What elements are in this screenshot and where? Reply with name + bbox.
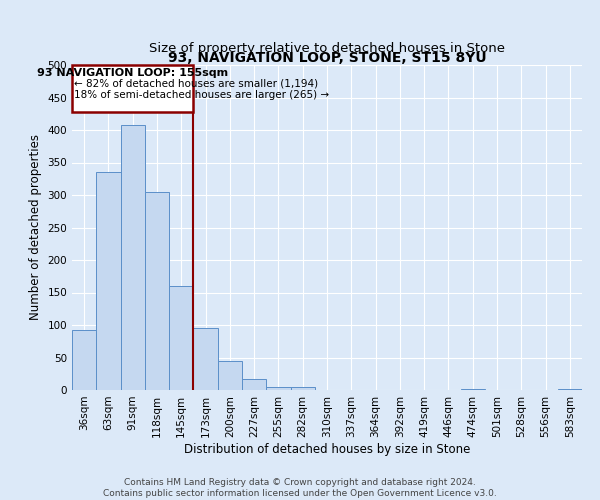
Y-axis label: Number of detached properties: Number of detached properties: [29, 134, 42, 320]
Text: 93 NAVIGATION LOOP: 155sqm: 93 NAVIGATION LOOP: 155sqm: [37, 68, 228, 78]
Bar: [558, 388, 582, 390]
Bar: [290, 388, 315, 390]
X-axis label: Distribution of detached houses by size in Stone: Distribution of detached houses by size …: [184, 442, 470, 456]
Text: 18% of semi-detached houses are larger (265) →: 18% of semi-detached houses are larger (…: [74, 90, 329, 100]
Text: Contains HM Land Registry data © Crown copyright and database right 2024.
Contai: Contains HM Land Registry data © Crown c…: [103, 478, 497, 498]
Bar: [96, 172, 121, 390]
Text: Size of property relative to detached houses in Stone: Size of property relative to detached ho…: [149, 42, 505, 55]
Bar: [121, 125, 145, 390]
Title: 93, NAVIGATION LOOP, STONE, ST15 8YU: 93, NAVIGATION LOOP, STONE, ST15 8YU: [167, 51, 487, 65]
Bar: [169, 286, 193, 390]
Bar: [218, 362, 242, 390]
Text: ← 82% of detached houses are smaller (1,194): ← 82% of detached houses are smaller (1,…: [74, 78, 319, 88]
Bar: [72, 330, 96, 390]
Bar: [266, 388, 290, 390]
Bar: [242, 379, 266, 390]
Bar: [145, 192, 169, 390]
Bar: [72, 65, 193, 112]
Bar: [461, 388, 485, 390]
Bar: [193, 328, 218, 390]
